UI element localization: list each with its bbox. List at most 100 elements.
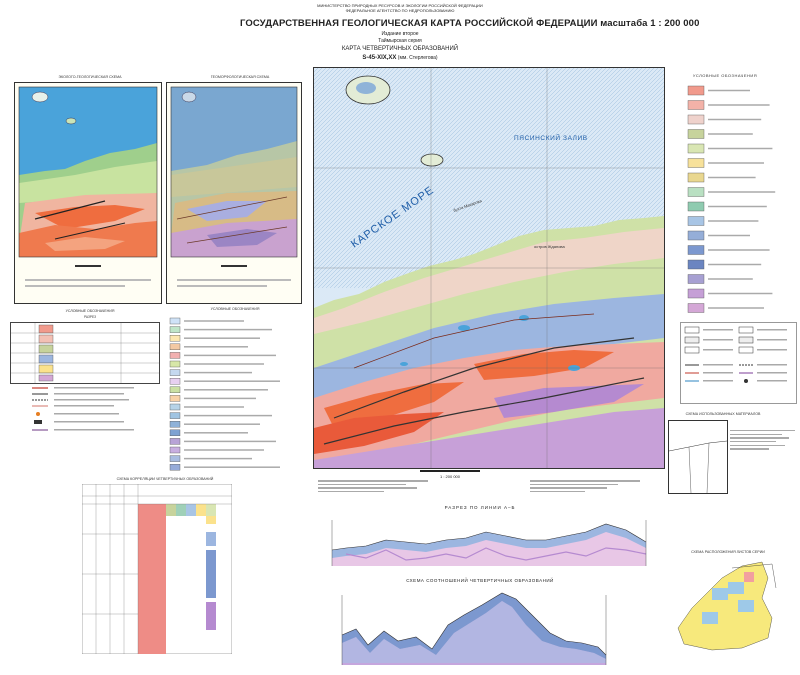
sheet-id: S-45-XIX,XX (мм. Стерлегова) <box>300 55 500 61</box>
legend-text-line <box>708 104 770 106</box>
legend-swatch <box>169 369 181 376</box>
legend-swatch <box>687 172 705 183</box>
legend-left-subtitle: РАЗРЕЗ <box>83 315 97 319</box>
legend-right-symbols-svg <box>684 326 787 383</box>
legend-swatch <box>169 377 181 385</box>
section1-svg <box>331 520 647 566</box>
legend-text-line <box>184 320 244 322</box>
legend-swatch <box>169 463 181 471</box>
legend-swatch <box>169 446 181 454</box>
legend-right-symbols <box>680 322 797 404</box>
legend-text-line <box>708 249 770 251</box>
agency-line-1: МИНИСТЕРСТВО ПРИРОДНЫХ РЕСУРСОВ И ЭКОЛОГ… <box>317 3 483 8</box>
legend-text-line <box>708 89 750 92</box>
section2-svg <box>341 592 607 665</box>
legend-swatch <box>687 114 705 125</box>
edition-label: Издание второе <box>381 31 419 37</box>
legend-left-title: УСЛОВНЫЕ ОБОЗНАЧЕНИЯ <box>65 309 115 313</box>
legend-text-line <box>184 466 280 468</box>
sheets-index-svg <box>677 561 777 651</box>
legend-swatch <box>687 259 705 270</box>
legend-swatch <box>169 317 181 325</box>
legend-text-line <box>708 133 753 135</box>
legend-swatch <box>687 85 705 96</box>
sheet-suffix: (мм. Стерлегова) <box>397 55 438 61</box>
series-label: Таймырская серия <box>378 38 422 44</box>
legend-swatch <box>687 187 705 197</box>
legend-mid-title: УСЛОВНЫЕ ОБОЗНАЧЕНИЯ <box>210 307 260 311</box>
legend-text-line <box>184 354 276 357</box>
sheets-index-title: СХЕМА РАСПОЛОЖЕНИЯ ЛИСТОВ СЕРИИ <box>691 550 765 554</box>
legend-right <box>680 82 800 322</box>
legend-swatch <box>687 230 705 241</box>
legend-left-table <box>10 322 160 384</box>
legend-swatch <box>169 335 181 342</box>
legend-text-line <box>184 432 248 434</box>
scale-text: 1 : 200 000 <box>439 474 461 479</box>
inset-left-title: ЭКОЛОГО-ГЕОЛОГИЧЕСКАЯ СХЕМА <box>58 75 122 79</box>
legend-swatch <box>687 245 705 255</box>
legend-text-line <box>184 389 268 391</box>
legend-swatch <box>687 158 705 168</box>
section1-title: РАЗРЕЗ ПО ЛИНИИ А–Б <box>444 505 516 510</box>
legend-text-line <box>184 363 264 365</box>
legend-right-svg <box>687 85 776 313</box>
inset-left-svg <box>15 83 161 303</box>
legend-swatch <box>169 420 181 428</box>
legend-text-line <box>708 220 759 222</box>
scale-bar <box>420 470 480 472</box>
legend-swatch <box>687 201 705 212</box>
legend-mid-svg <box>169 317 280 471</box>
imprint-right <box>530 480 640 506</box>
legend-text-line <box>708 147 773 150</box>
section1 <box>326 510 656 570</box>
legend-swatch <box>687 143 705 154</box>
legend-swatch <box>169 386 181 394</box>
legend-swatch <box>169 326 181 333</box>
legend-text-line <box>184 328 272 331</box>
page-title: ГОСУДАРСТВЕННАЯ ГЕОЛОГИЧЕСКАЯ КАРТА РОСС… <box>240 18 700 29</box>
sheets-index <box>672 558 792 658</box>
legend-text-line <box>708 205 767 208</box>
section2-title: СХЕМА СООТНОШЕНИЙ ЧЕТВЕРТИЧНЫХ ОБРАЗОВАН… <box>406 578 554 583</box>
legend-text-line <box>184 449 264 451</box>
legend-swatch <box>687 288 705 299</box>
place-label-2: остров Жданова <box>534 244 566 249</box>
legend-text-line <box>708 278 753 280</box>
legend-text-line <box>184 380 280 382</box>
legend-text-line <box>184 397 256 400</box>
legend-swatch <box>169 403 181 411</box>
legend-swatch <box>169 343 181 350</box>
legend-text-line <box>708 292 773 295</box>
legend-swatch <box>169 395 181 402</box>
bay-label: ПЯСИНСКИЙ ЗАЛИВ <box>514 133 588 142</box>
main-map[interactable]: КАРСКОЕ МОРЕ ПЯСИНСКИЙ ЗАЛИВ бухта Макар… <box>313 67 665 469</box>
legend-left-symbols <box>30 384 150 444</box>
correlation-svg <box>81 483 233 655</box>
inset-right-svg <box>167 83 301 303</box>
legend-text-line <box>708 234 750 237</box>
agency-line-2: ФЕДЕРАЛЬНОЕ АГЕНТСТВО ПО НЕДРОПОЛЬЗОВАНИ… <box>345 8 455 13</box>
legend-text-line <box>184 440 276 443</box>
legend-text-line <box>184 346 248 348</box>
legend-swatch <box>169 360 181 368</box>
legend-text-line <box>708 307 764 309</box>
legend-swatch <box>687 129 705 139</box>
correlation-title: СХЕМА КОРРЕЛЯЦИИ ЧЕТВЕРТИЧНЫХ ОБРАЗОВАНИ… <box>116 477 214 481</box>
materials-scheme <box>668 420 728 494</box>
map-name: КАРТА ЧЕТВЕРТИЧНЫХ ОБРАЗОВАНИЙ <box>341 46 459 52</box>
legend-swatch <box>687 216 705 226</box>
legend-text-line <box>184 423 260 425</box>
materials-svg <box>668 440 728 494</box>
inset-right-map <box>166 82 302 304</box>
inset-left-map <box>14 82 162 304</box>
legend-swatch <box>169 455 181 462</box>
legend-text-line <box>708 162 764 164</box>
legend-right-title: УСЛОВНЫЕ ОБОЗНАЧЕНИЯ <box>692 73 758 78</box>
sheet-number: S-45-XIX,XX <box>362 55 397 61</box>
legend-text-line <box>184 457 252 460</box>
section2 <box>336 585 611 665</box>
inset-right-title: ГЕОМОРФОЛОГИЧЕСКАЯ СХЕМА <box>210 75 270 79</box>
legend-mid <box>166 314 306 474</box>
legend-text-line <box>708 176 756 179</box>
